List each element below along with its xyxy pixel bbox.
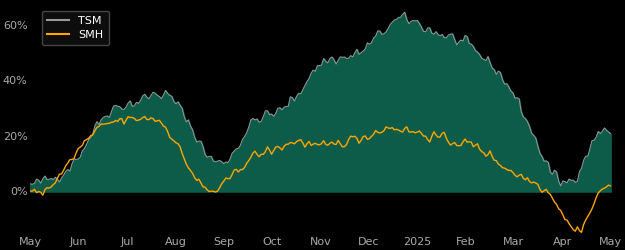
Legend: TSM, SMH: TSM, SMH (42, 11, 109, 45)
